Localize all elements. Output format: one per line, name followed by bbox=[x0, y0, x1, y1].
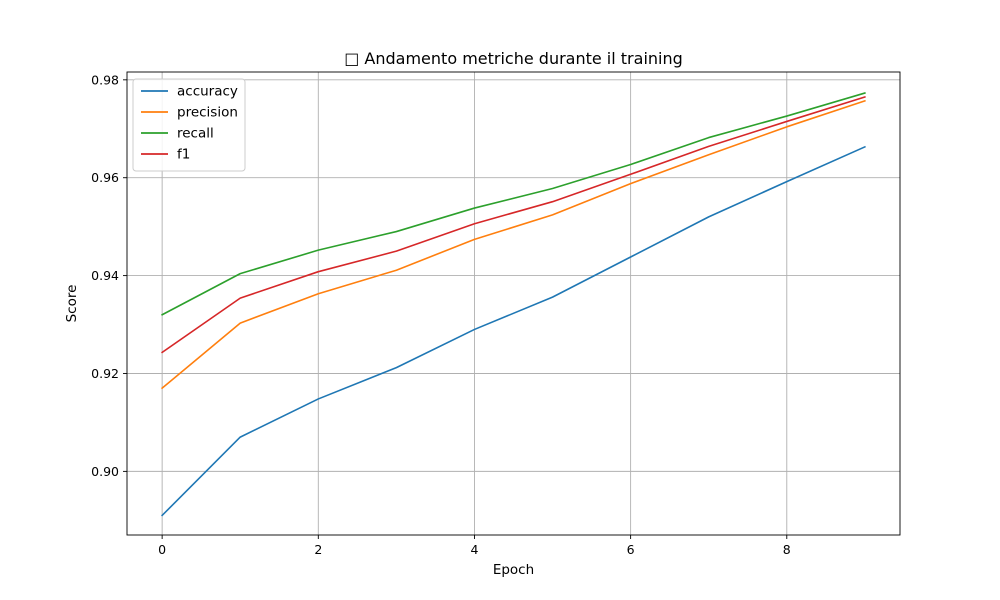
x-tick-label: 6 bbox=[627, 542, 635, 557]
data-point-recall bbox=[239, 273, 241, 275]
data-point-f1 bbox=[552, 201, 554, 203]
x-tick-label: 0 bbox=[158, 542, 166, 557]
chart-title: □ Andamento metriche durante il training bbox=[344, 49, 683, 68]
series-line-recall bbox=[161, 92, 866, 316]
data-point-recall bbox=[161, 314, 163, 316]
data-point-f1 bbox=[474, 223, 476, 225]
data-point-recall bbox=[786, 115, 788, 117]
data-point-precision bbox=[317, 293, 319, 295]
data-point-accuracy bbox=[552, 296, 554, 298]
series-line-precision bbox=[161, 99, 866, 390]
data-point-precision bbox=[552, 214, 554, 216]
x-tick-label: 8 bbox=[783, 542, 791, 557]
legend: accuracy precision recall f1 bbox=[132, 78, 246, 172]
data-point-recall bbox=[708, 137, 710, 139]
x-axis-label: Epoch bbox=[493, 562, 534, 578]
data-point-recall bbox=[317, 249, 319, 251]
data-point-accuracy bbox=[317, 398, 319, 400]
y-tick-label: 0.92 bbox=[91, 366, 119, 381]
legend-label-accuracy: accuracy bbox=[177, 84, 238, 100]
y-axis-label: Score bbox=[64, 285, 80, 323]
x-tick-label: 4 bbox=[470, 542, 478, 557]
legend-box bbox=[132, 78, 246, 172]
data-point-precision bbox=[239, 322, 241, 324]
data-point-recall bbox=[396, 231, 398, 233]
y-tick-label: 0.98 bbox=[91, 72, 119, 87]
data-point-precision bbox=[474, 239, 476, 241]
data-point-precision bbox=[786, 126, 788, 128]
data-point-accuracy bbox=[630, 256, 632, 258]
data-point-precision bbox=[630, 183, 632, 185]
legend-label-recall: recall bbox=[177, 126, 214, 142]
data-point-accuracy bbox=[864, 146, 866, 148]
data-point-accuracy bbox=[474, 329, 476, 331]
x-tick-label: 2 bbox=[314, 542, 322, 557]
data-point-accuracy bbox=[161, 515, 163, 517]
data-point-f1 bbox=[396, 250, 398, 252]
data-point-accuracy bbox=[396, 367, 398, 369]
legend-label-f1: f1 bbox=[177, 147, 190, 163]
series-line-accuracy bbox=[161, 145, 866, 517]
y-tick-label: 0.94 bbox=[91, 268, 119, 283]
data-point-recall bbox=[474, 207, 476, 209]
data-point-accuracy bbox=[786, 181, 788, 183]
data-point-f1 bbox=[317, 271, 319, 273]
data-point-f1 bbox=[786, 121, 788, 123]
legend-label-precision: precision bbox=[177, 105, 238, 121]
series-lines bbox=[161, 92, 866, 517]
data-point-f1 bbox=[630, 173, 632, 175]
data-point-recall bbox=[630, 164, 632, 166]
data-point-f1 bbox=[708, 146, 710, 148]
data-point-precision bbox=[161, 387, 163, 389]
data-point-recall bbox=[552, 188, 554, 190]
data-point-f1 bbox=[864, 96, 866, 98]
y-tick-label: 0.96 bbox=[91, 170, 119, 185]
data-point-accuracy bbox=[239, 436, 241, 438]
series-line-f1 bbox=[161, 95, 866, 354]
data-point-recall bbox=[864, 92, 866, 94]
y-tick-label: 0.90 bbox=[91, 464, 119, 479]
plot-area-frame bbox=[126, 71, 901, 536]
data-point-precision bbox=[864, 100, 866, 102]
axis-ticks: 0 2 4 6 8 0.90 0.92 0.94 0.96 0.98 bbox=[91, 72, 791, 557]
data-point-precision bbox=[396, 269, 398, 271]
grid bbox=[127, 72, 900, 535]
data-point-f1 bbox=[239, 297, 241, 299]
data-point-precision bbox=[708, 154, 710, 156]
data-point-accuracy bbox=[708, 216, 710, 218]
data-point-f1 bbox=[161, 352, 163, 354]
